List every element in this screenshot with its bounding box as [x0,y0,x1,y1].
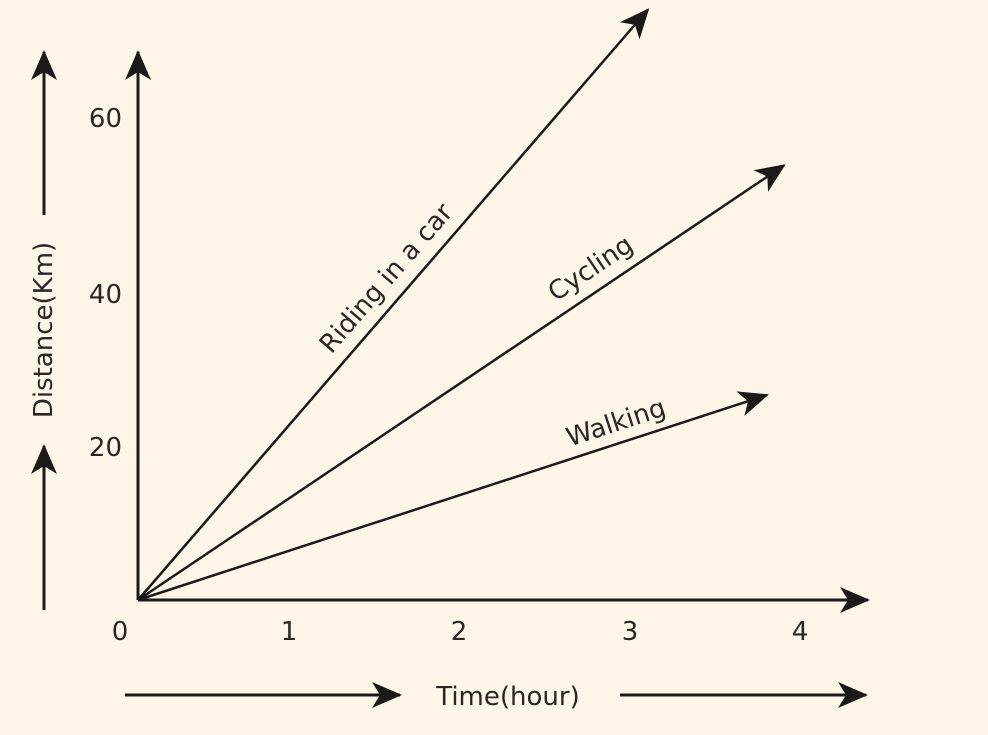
y-tick-labels: 20 40 60 [89,104,122,463]
y-tick-label: 40 [89,280,122,310]
x-tick-labels: 0 1 2 3 4 [112,617,809,647]
y-axis-label: Distance(Km) [29,242,59,418]
series-lines [137,8,786,602]
x-tick-label: 4 [792,617,809,647]
series-line [137,164,786,602]
x-axis-label: Time(hour) [435,682,579,712]
y-tick-label: 60 [89,104,122,134]
x-tick-label: 1 [281,617,298,647]
x-tick-label: 2 [451,617,468,647]
y-tick-label: 20 [89,433,122,463]
series-label: Riding in a car [314,198,459,360]
series-line [137,391,769,602]
series-line [137,8,650,601]
x-tick-label: 0 [112,617,129,647]
x-tick-label: 3 [622,617,639,647]
